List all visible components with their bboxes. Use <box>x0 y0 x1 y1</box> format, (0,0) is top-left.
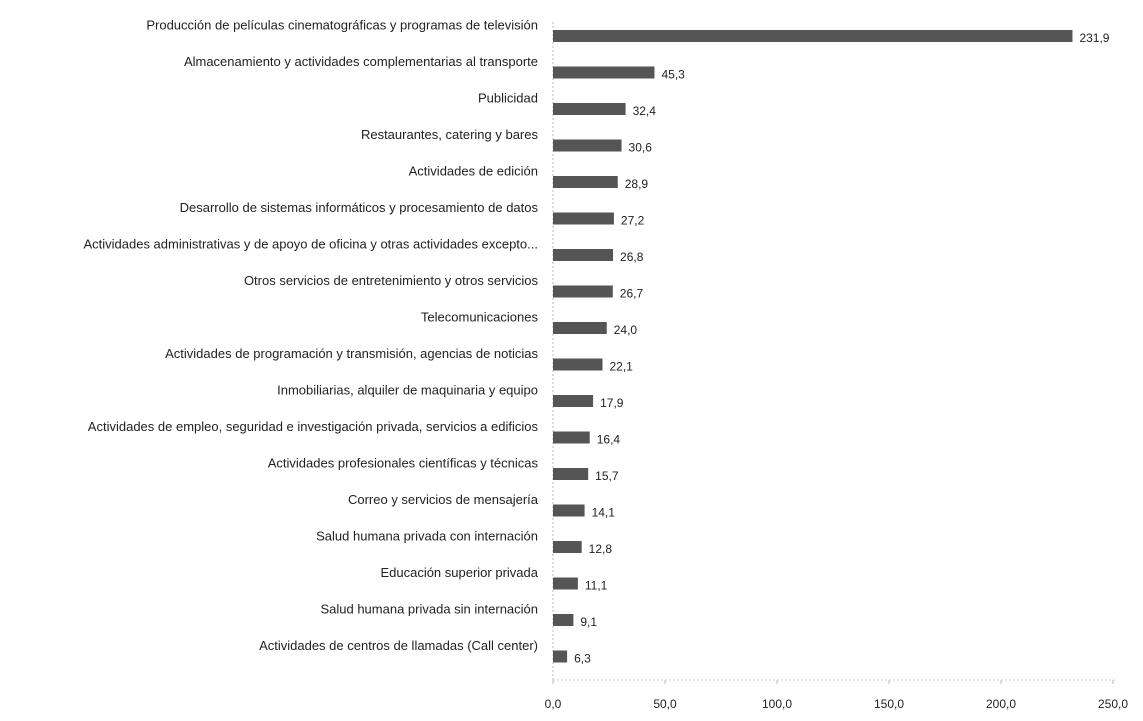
y-tick-label: Actividades de programación y transmisió… <box>165 346 538 361</box>
x-tick-label: 200,0 <box>986 697 1016 711</box>
value-label: 231,9 <box>1079 31 1109 45</box>
y-tick-label: Actividades de empleo, seguridad e inves… <box>88 419 539 434</box>
x-tick-label: 150,0 <box>874 697 904 711</box>
bar <box>553 322 607 334</box>
bar <box>553 176 618 188</box>
y-tick-label: Almacenamiento y actividades complementa… <box>184 54 538 69</box>
bar <box>553 212 614 225</box>
value-label: 6,3 <box>574 652 591 666</box>
y-tick-label: Actividades profesionales científicas y … <box>268 455 539 470</box>
bar <box>553 249 614 261</box>
bar <box>553 139 622 152</box>
y-tick-label: Otros servicios de entretenimiento y otr… <box>244 273 539 288</box>
x-tick-label: 100,0 <box>762 697 792 711</box>
y-tick-label: Telecomunicaciones <box>421 309 539 324</box>
bar <box>553 103 626 115</box>
x-tick-label: 50,0 <box>653 697 677 711</box>
y-tick-label: Restaurantes, catering y bares <box>361 127 539 142</box>
bar <box>553 66 655 79</box>
y-tick-label: Educación superior privada <box>380 565 538 580</box>
bar <box>553 285 613 298</box>
x-tick-label: 250,0 <box>1098 697 1128 711</box>
bar <box>553 577 578 590</box>
bar <box>553 358 603 371</box>
value-label: 26,7 <box>620 287 644 301</box>
y-tick-label: Publicidad <box>478 90 538 105</box>
y-tick-label: Actividades de centros de llamadas (Call… <box>259 638 538 653</box>
bar <box>553 431 590 444</box>
bar <box>553 30 1073 42</box>
value-label: 22,1 <box>610 360 634 374</box>
y-tick-label: Correo y servicios de mensajería <box>348 492 539 507</box>
y-tick-label: Inmobiliarias, alquiler de maquinaria y … <box>277 382 538 397</box>
bar <box>553 541 582 553</box>
y-tick-label: Salud humana privada sin internación <box>320 601 538 616</box>
bar <box>553 614 574 626</box>
value-label: 26,8 <box>620 250 644 264</box>
value-label: 11,1 <box>585 579 608 593</box>
bar <box>553 650 568 663</box>
x-tick-label: 0,0 <box>545 697 562 711</box>
value-label: 12,8 <box>589 542 613 556</box>
y-tick-label: Desarrollo de sistemas informáticos y pr… <box>180 200 539 215</box>
y-tick-label: Actividades administrativas y de apoyo d… <box>83 236 538 251</box>
value-label: 30,6 <box>629 141 653 155</box>
value-label: 32,4 <box>633 104 657 118</box>
bar <box>553 395 594 407</box>
value-label: 14,1 <box>592 506 616 520</box>
y-tick-label: Salud humana privada con internación <box>316 528 538 543</box>
value-label: 9,1 <box>580 615 597 629</box>
value-label: 17,9 <box>600 396 624 410</box>
value-label: 28,9 <box>625 177 649 191</box>
value-label: 16,4 <box>597 433 621 447</box>
y-tick-label: Actividades de edición <box>409 163 538 178</box>
value-label: 45,3 <box>661 68 685 82</box>
value-label: 15,7 <box>595 469 619 483</box>
bar <box>553 504 585 517</box>
value-label: 24,0 <box>614 323 638 337</box>
y-tick-label: Producción de películas cinematográficas… <box>146 17 538 32</box>
value-label: 27,2 <box>621 214 645 228</box>
bar <box>553 468 589 480</box>
